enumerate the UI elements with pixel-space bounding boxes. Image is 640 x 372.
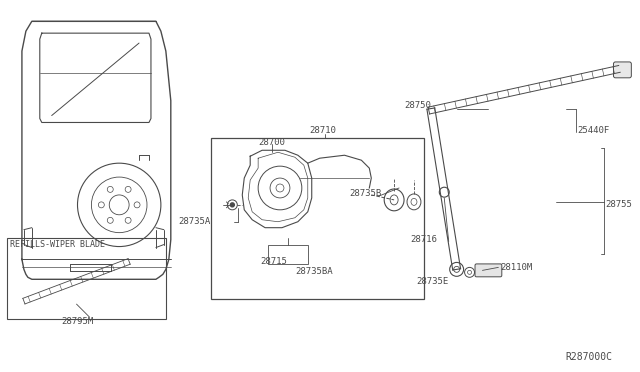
Text: REFILLS-WIPER BLADE: REFILLS-WIPER BLADE (10, 240, 105, 249)
Bar (268, 244, 308, 264)
Text: 28755: 28755 (605, 201, 632, 209)
Bar (7, 238, 166, 319)
Circle shape (230, 203, 234, 207)
Bar (211, 138, 424, 299)
Text: 28716: 28716 (410, 235, 437, 244)
Text: 25440F: 25440F (578, 126, 610, 135)
Text: 28735B: 28735B (349, 189, 381, 198)
Text: 28700: 28700 (258, 138, 285, 147)
FancyBboxPatch shape (614, 62, 631, 78)
Text: 28710: 28710 (310, 126, 337, 135)
Text: 28715: 28715 (260, 257, 287, 266)
Text: 28795M: 28795M (61, 317, 93, 327)
Text: 28735E: 28735E (417, 277, 449, 286)
Text: R287000C: R287000C (566, 352, 613, 362)
FancyBboxPatch shape (475, 264, 502, 277)
Text: 28110M: 28110M (500, 263, 532, 272)
Text: 28735A: 28735A (179, 217, 211, 226)
Text: 28735BA: 28735BA (295, 267, 333, 276)
Text: 28750: 28750 (404, 101, 431, 110)
